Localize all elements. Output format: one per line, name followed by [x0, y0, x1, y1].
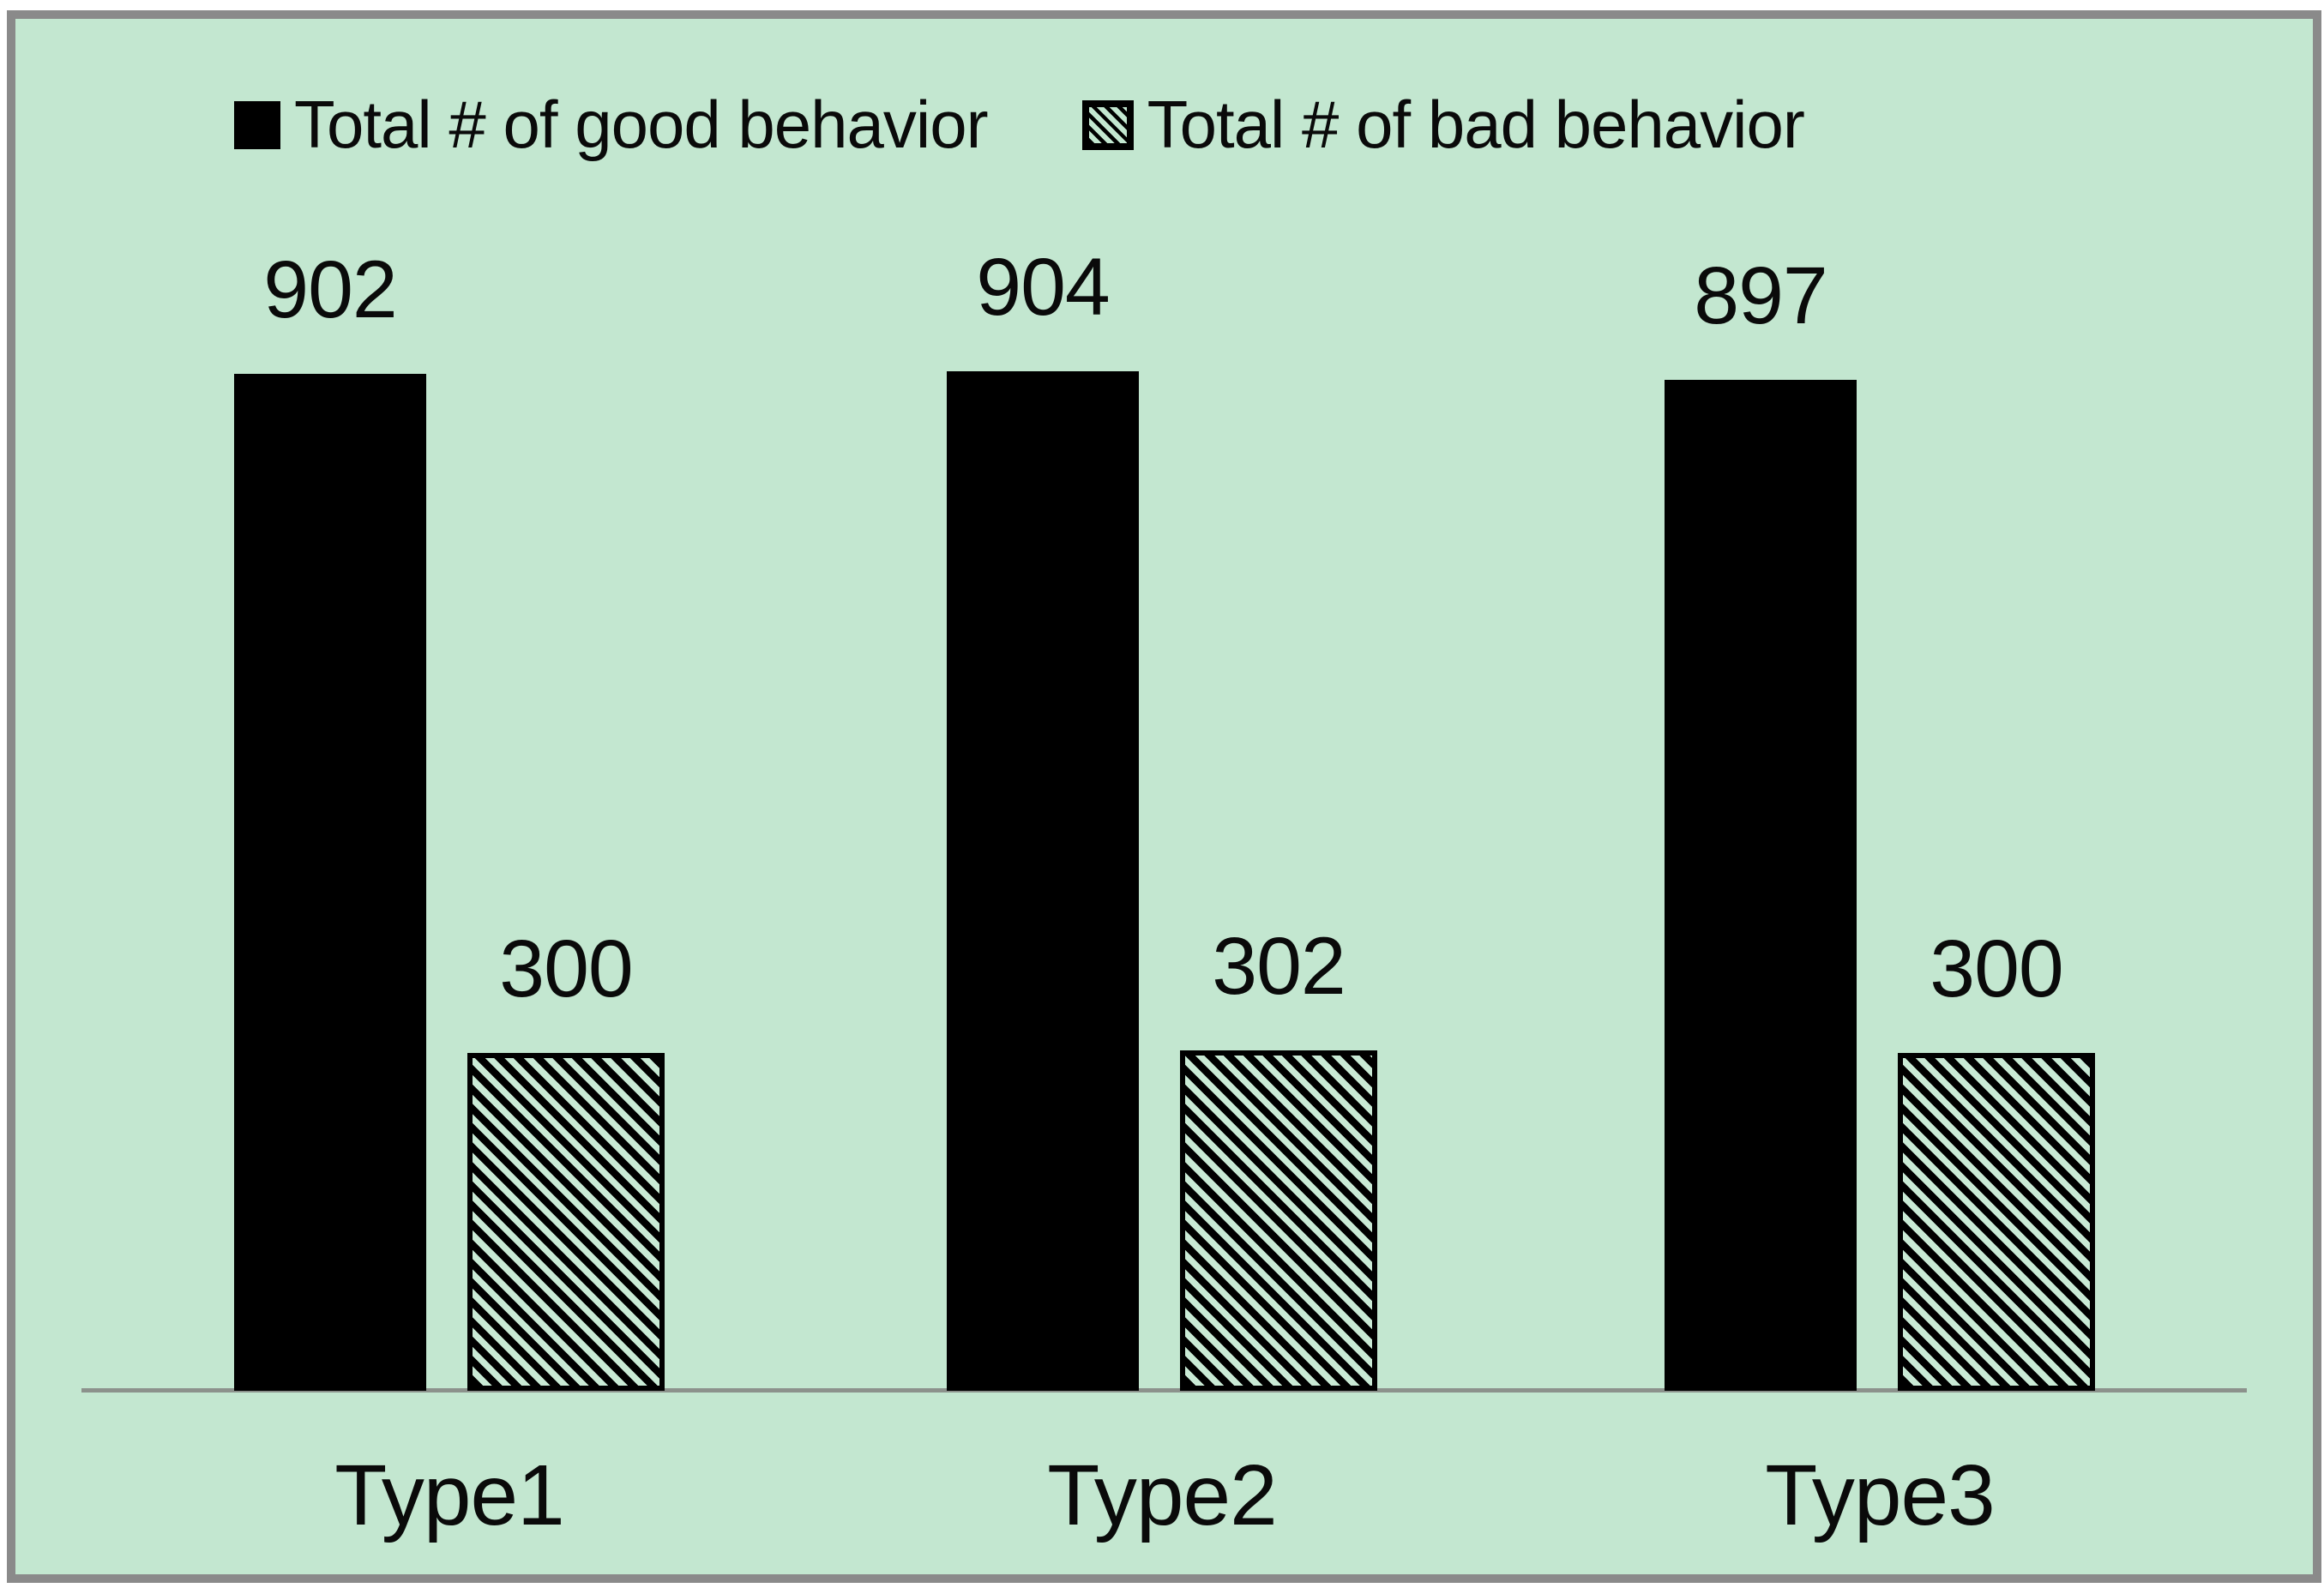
bar-bad-type2 — [1180, 1050, 1377, 1391]
value-label-bad-type3: 300 — [1930, 923, 2064, 1014]
black-square-icon — [234, 100, 280, 149]
bar-good-type2 — [947, 371, 1139, 1391]
legend-label-good-behavior: Total # of good behavior — [294, 87, 989, 162]
plot-area: 902 300 Type1 904 302 Type2 897 — [15, 19, 2313, 1538]
category-label-type3: Type3 — [1765, 1447, 1995, 1543]
chart-legend: Total # of good behavior Total # of bad … — [234, 86, 1805, 164]
bar-column: 904 — [947, 247, 1139, 1391]
bar-good-type3 — [1665, 380, 1857, 1391]
bar-column: 300 — [1898, 929, 2095, 1391]
legend-label-bad-behavior: Total # of bad behavior — [1147, 87, 1805, 162]
x-axis-line — [81, 1388, 2247, 1393]
bar-good-type1 — [234, 374, 426, 1391]
bar-column: 302 — [1180, 926, 1377, 1391]
value-label-bad-type1: 300 — [499, 923, 634, 1014]
value-label-bad-type2: 302 — [1212, 921, 1346, 1012]
category-label-type2: Type2 — [1047, 1447, 1277, 1543]
legend-item-bad-behavior: Total # of bad behavior — [1081, 86, 1805, 164]
bar-bad-type1 — [467, 1053, 665, 1391]
hatched-square-icon — [1081, 99, 1134, 150]
bar-column: 897 — [1665, 256, 1857, 1391]
bar-bad-type3 — [1898, 1053, 2095, 1391]
chart-frame: Total # of good behavior Total # of bad … — [7, 10, 2321, 1583]
bar-column: 300 — [467, 929, 665, 1391]
bar-group-type1: 902 300 Type1 — [234, 250, 665, 1538]
value-label-good-type1: 902 — [263, 244, 398, 335]
value-label-good-type3: 897 — [1694, 250, 1828, 341]
legend-item-good-behavior: Total # of good behavior — [234, 86, 989, 164]
bar-column: 902 — [234, 250, 426, 1391]
value-label-good-type2: 904 — [976, 242, 1111, 333]
bar-group-type3: 897 300 Type3 — [1665, 256, 2095, 1538]
category-label-type1: Type1 — [334, 1447, 564, 1543]
bar-group-type2: 904 302 Type2 — [947, 247, 1377, 1538]
